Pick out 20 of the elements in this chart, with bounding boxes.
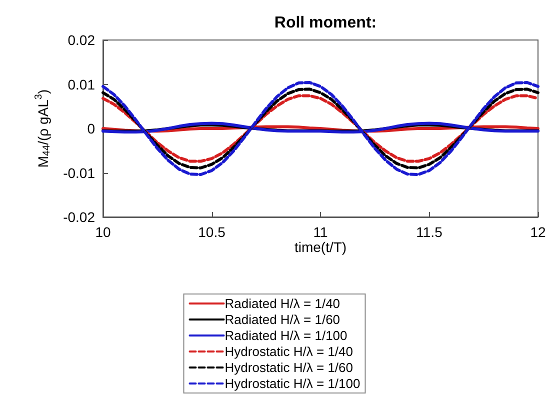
legend-label: Radiated H/λ = 1/100 <box>224 328 348 343</box>
legend-label: Hydrostatic H/λ = 1/100 <box>224 376 360 391</box>
y-tick-label: -0.02 <box>63 209 96 225</box>
y-tick-label: 0 <box>87 120 96 136</box>
x-tick-label: 10 <box>95 224 111 240</box>
legend-label: Hydrostatic H/λ = 1/60 <box>224 360 354 375</box>
legend-label: Hydrostatic H/λ = 1/40 <box>224 344 354 359</box>
x-tick-label: 12 <box>530 224 546 240</box>
x-tick-label: 11.5 <box>416 224 443 240</box>
chart-title: Roll moment: <box>274 14 377 32</box>
x-axis-title: time(t/T) <box>294 238 347 255</box>
legend-label: Radiated H/λ = 1/40 <box>224 296 340 311</box>
line-series <box>102 94 540 163</box>
y-tick-label: -0.01 <box>63 164 96 181</box>
legend-label: Radiated H/λ = 1/60 <box>224 312 340 327</box>
x-tick-label: 11 <box>313 224 328 240</box>
y-tick-label: 0.02 <box>68 32 96 48</box>
x-tick-label: 10.5 <box>198 224 226 240</box>
y-axis-title: M44/(ρ gAL3) <box>34 89 53 168</box>
y-tick-label: 0.01 <box>68 76 96 92</box>
